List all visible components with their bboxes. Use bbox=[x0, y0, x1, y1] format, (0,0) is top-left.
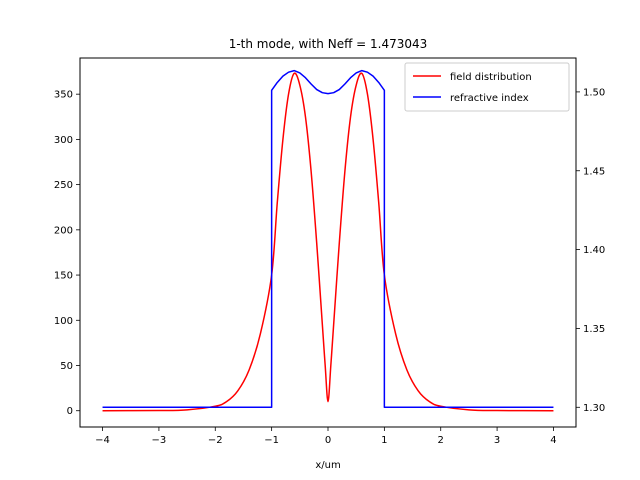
y2-tick-label: 1.45 bbox=[583, 166, 605, 177]
legend: field distribution refractive index bbox=[404, 62, 570, 112]
x-tick-label: −4 bbox=[95, 435, 110, 446]
y2-tick-label: 1.35 bbox=[583, 324, 605, 335]
x-axis: −4 −3 −2 −1 0 1 2 3 4 bbox=[95, 427, 557, 446]
y-tick-label: 50 bbox=[60, 361, 73, 372]
legend-label-refractive-index: refractive index bbox=[450, 93, 529, 104]
y2-tick-label: 1.30 bbox=[583, 403, 605, 414]
x-tick-label: −2 bbox=[208, 435, 223, 446]
series-line-refractive-index bbox=[102, 69, 554, 409]
y-tick-label: 100 bbox=[54, 316, 73, 327]
y-tick-label: 0 bbox=[67, 406, 73, 417]
y-tick-label: 250 bbox=[54, 180, 73, 191]
x-tick-label: 1 bbox=[381, 435, 387, 446]
y-tick-label: 200 bbox=[54, 225, 73, 236]
y-tick-label: 150 bbox=[54, 271, 73, 282]
plot-frame bbox=[79, 57, 577, 428]
legend-box bbox=[404, 62, 570, 112]
y2-tick-label: 1.40 bbox=[583, 245, 605, 256]
series-layer bbox=[102, 69, 554, 412]
x-tick-label: 3 bbox=[494, 435, 500, 446]
y-tick-label: 350 bbox=[54, 90, 73, 101]
series-line-field-distribution bbox=[102, 72, 554, 412]
y-axis-left: 0 50 100 150 200 250 300 350 bbox=[54, 90, 80, 417]
x-tick-label: −3 bbox=[152, 435, 167, 446]
x-tick-label: 0 bbox=[325, 435, 331, 446]
x-tick-label: 4 bbox=[550, 435, 556, 446]
legend-label-field-distribution: field distribution bbox=[450, 72, 532, 83]
x-tick-label: −1 bbox=[264, 435, 279, 446]
x-tick-label: 2 bbox=[438, 435, 444, 446]
chart-title: 1-th mode, with Neff = 1.473043 bbox=[229, 37, 428, 51]
y-tick-label: 300 bbox=[54, 135, 73, 146]
y-axis-right: 1.30 1.35 1.40 1.45 1.50 bbox=[576, 87, 605, 414]
x-axis-label: x/um bbox=[315, 460, 340, 471]
y2-tick-label: 1.50 bbox=[583, 87, 605, 98]
